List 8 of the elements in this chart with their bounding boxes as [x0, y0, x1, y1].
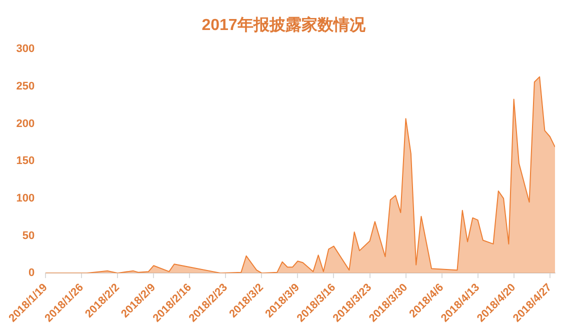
y-tick-label: 300: [16, 43, 35, 56]
chart-title: 2017年报披露家数情况: [202, 15, 366, 34]
y-tick-label: 100: [16, 192, 35, 204]
y-tick-label: 0: [28, 267, 35, 280]
y-tick-label: 200: [16, 118, 35, 130]
y-tick-label: 150: [16, 155, 35, 168]
y-tick-label: 250: [16, 80, 35, 93]
y-tick-label: 50: [22, 230, 35, 242]
